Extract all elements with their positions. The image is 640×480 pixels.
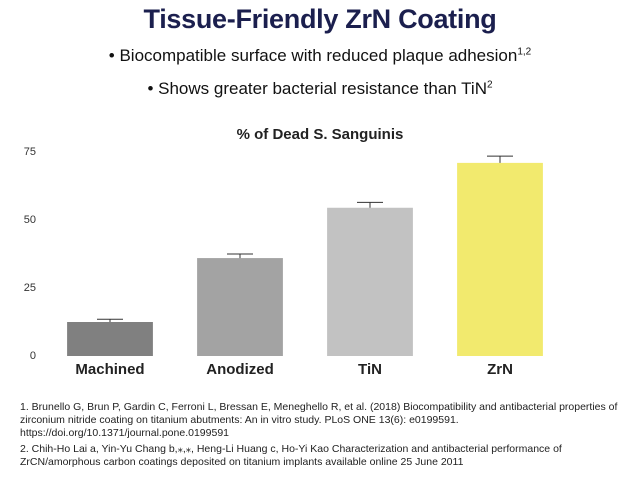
bullet-text: Shows greater bacterial resistance than … <box>158 79 487 98</box>
bullet-text: Biocompatible surface with reduced plaqu… <box>119 46 518 65</box>
x-tick-label: ZrN <box>487 361 513 378</box>
bullet: • Biocompatible surface with reduced pla… <box>108 46 532 65</box>
x-tick-label: TiN <box>358 361 382 378</box>
bullet: • Shows greater bacterial resistance tha… <box>147 79 493 98</box>
x-tick-label: Anodized <box>206 361 274 378</box>
bar <box>197 258 283 356</box>
x-tick-label: Machined <box>75 361 144 378</box>
y-tick-label: 25 <box>24 282 36 294</box>
bar <box>67 322 153 356</box>
chart-title: % of Dead S. Sanguinis <box>237 126 404 143</box>
chart: % of Dead S. Sanguinis 0 25 50 75 Machined An… <box>24 126 543 378</box>
y-tick-label: 75 <box>24 146 36 158</box>
slide-title: Tissue-Friendly ZrN Coating <box>143 4 497 34</box>
bar <box>457 162 543 356</box>
bullet-citation: 1,2 <box>517 46 532 58</box>
bar <box>327 207 413 356</box>
reference: 2. Chih-Ho Lai a, Yin-Yu Chang b,⁎,⁎, He… <box>20 443 562 468</box>
references: 1. Brunello G, Brun P, Gardin C, Ferroni… <box>20 401 620 472</box>
bullet-citation: 2 <box>486 79 493 91</box>
y-tick-label: 50 <box>24 214 36 226</box>
y-tick-label: 0 <box>30 350 36 362</box>
reference: 1. Brunello G, Brun P, Gardin C, Ferroni… <box>20 401 618 439</box>
